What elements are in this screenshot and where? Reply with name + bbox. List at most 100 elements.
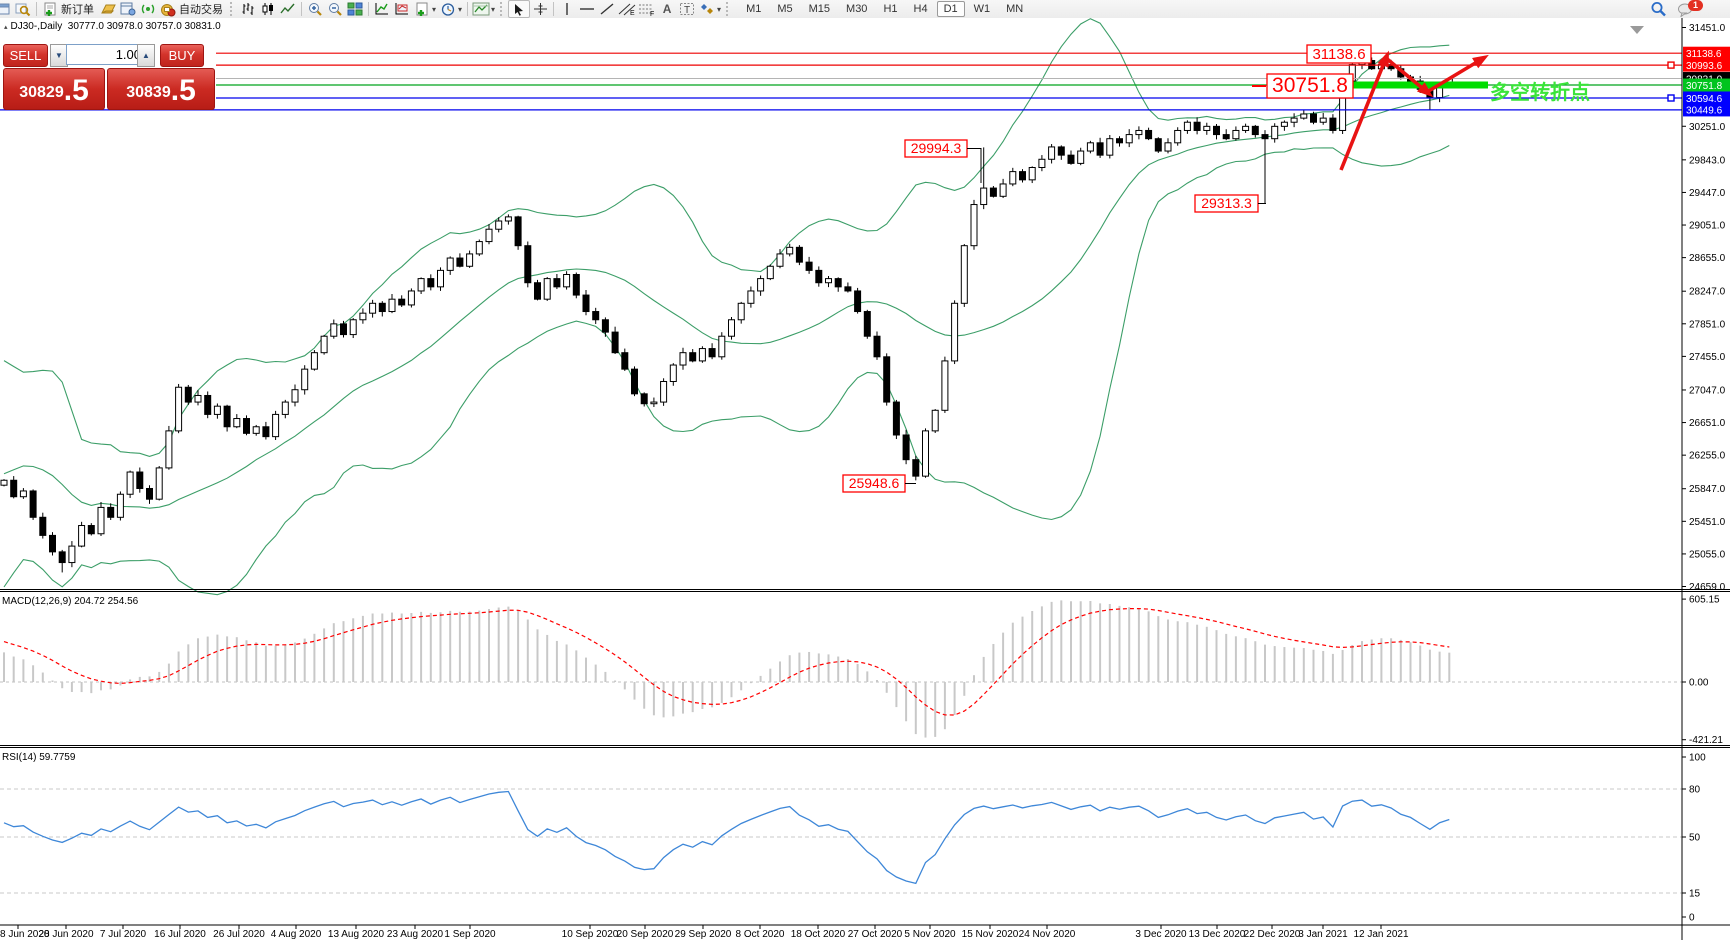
indicators-icon[interactable] xyxy=(372,1,392,17)
text-icon[interactable]: A xyxy=(662,2,672,16)
candle-bull xyxy=(679,352,687,366)
candle-bear xyxy=(223,405,231,428)
axis-tick-label: 30251.0 xyxy=(1689,122,1726,133)
timeframe-mn[interactable]: MN xyxy=(1006,3,1024,15)
zoom-in-icon[interactable] xyxy=(305,1,325,17)
candle-bear xyxy=(1329,117,1337,131)
new-order-label[interactable]: 新订单 xyxy=(61,4,94,16)
price-tag xyxy=(1683,58,1730,72)
macd-signal-line xyxy=(3,607,1450,716)
text-label-icon[interactable]: T xyxy=(677,1,697,17)
notifications-icon[interactable]: 1 xyxy=(1676,0,1703,17)
price-axis[interactable]: 31451.0 30251.0 29843.0 29447.0 29051.0 28655… xyxy=(1682,23,1730,924)
axis-tick-label: 28247.0 xyxy=(1689,287,1726,298)
trend-arrow[interactable] xyxy=(1339,50,1489,171)
turning-point-note[interactable]: 多空转折点 xyxy=(1490,80,1590,104)
price-annotations[interactable]: 31138.6 30751.8 29994.3 29313.3 25948.6 多空转折点 xyxy=(842,44,1590,493)
timeframe-m5[interactable]: M5 xyxy=(777,3,793,15)
arrows-icon[interactable] xyxy=(697,1,717,17)
axis-tick-label: 27047.0 xyxy=(1689,385,1726,396)
periods-caret-icon[interactable]: ▾ xyxy=(458,4,463,14)
new-order-icon[interactable] xyxy=(40,1,60,17)
price-tag xyxy=(1683,103,1730,117)
add-indicator-caret-icon[interactable]: ▾ xyxy=(432,4,437,14)
vertical-line-icon[interactable] xyxy=(557,1,577,17)
bollinger-middle xyxy=(3,94,1450,509)
auto-trading-label[interactable]: 自动交易 xyxy=(179,4,223,16)
candle-bull xyxy=(747,290,755,304)
periods-icon[interactable] xyxy=(438,1,458,17)
bid-price-frac: .5 xyxy=(63,74,89,107)
candle-bear xyxy=(1193,121,1201,131)
trendline-icon[interactable] xyxy=(597,1,617,17)
candle-bull xyxy=(941,360,949,411)
candle-bull xyxy=(466,253,474,267)
candle-bull xyxy=(369,302,377,314)
candle-bear xyxy=(631,368,638,395)
sell-button[interactable]: SELL xyxy=(3,44,48,67)
zoom-out-icon[interactable] xyxy=(325,1,345,17)
add-indicator-icon[interactable] xyxy=(412,1,432,17)
candle-bear xyxy=(1251,125,1259,136)
ask-price-tile[interactable]: 30839.5 xyxy=(107,68,215,110)
search-icon[interactable] xyxy=(1648,1,1668,17)
candle-bear xyxy=(844,286,852,292)
toolbar-separator xyxy=(553,2,555,16)
time-tick-label: 12 Jan 2021 xyxy=(1353,929,1408,940)
timeframe-m30[interactable]: M30 xyxy=(846,3,868,15)
line-chart-icon[interactable] xyxy=(278,1,298,17)
market-watch-icon[interactable] xyxy=(98,1,118,17)
templates-caret-icon[interactable]: ▾ xyxy=(491,4,496,14)
navigator-icon[interactable] xyxy=(138,1,158,17)
candle-bull xyxy=(1086,142,1094,152)
buy-button[interactable]: BUY xyxy=(160,44,204,67)
window-restore-icon[interactable] xyxy=(0,1,13,17)
tile-windows-icon[interactable] xyxy=(345,1,365,17)
horizontal-line-icon[interactable] xyxy=(577,1,597,17)
annotation-text: 29313.3 xyxy=(1201,195,1252,211)
candle-bull xyxy=(1174,129,1182,144)
candle-bull xyxy=(970,204,978,247)
profiles-icon[interactable] xyxy=(13,1,33,17)
trend-arrow-segment xyxy=(1339,50,1389,171)
candle-bull xyxy=(1183,121,1191,131)
candle-bull xyxy=(1135,129,1143,136)
volume-up-button[interactable]: ▲ xyxy=(137,44,155,67)
timeframe-m15[interactable]: M15 xyxy=(808,3,831,15)
templates-icon[interactable] xyxy=(471,1,491,17)
volume-input[interactable] xyxy=(66,44,146,65)
candle-bull xyxy=(194,394,202,403)
chart-shift-marker[interactable] xyxy=(1630,26,1644,34)
indicator-window-icon[interactable] xyxy=(392,1,412,17)
candle-bear xyxy=(398,298,406,306)
candle-bull xyxy=(272,413,280,438)
equidistant-channel-icon[interactable]: E xyxy=(617,1,637,17)
candle-bear xyxy=(204,394,212,415)
crosshair-icon[interactable] xyxy=(530,1,550,17)
arrows-caret-icon[interactable]: ▾ xyxy=(717,4,722,14)
bid-price-tile[interactable]: 30829.5 xyxy=(3,68,105,110)
candle-bull xyxy=(660,380,668,403)
candle-bull xyxy=(669,364,677,382)
timeframe-m1[interactable]: M1 xyxy=(746,3,762,15)
data-window-icon[interactable] xyxy=(118,1,138,17)
candlestick-chart-icon[interactable] xyxy=(258,1,278,17)
chart-canvas[interactable]: 31138.6 30751.8 29994.3 29313.3 25948.6 多空转折点… xyxy=(0,18,1730,940)
timeframe-d1[interactable]: D1 xyxy=(936,1,965,17)
cursor-icon[interactable] xyxy=(508,0,531,18)
timeframe-w1[interactable]: W1 xyxy=(973,3,991,15)
candle-bull xyxy=(19,490,27,498)
timeframe-h1[interactable]: H1 xyxy=(883,3,898,15)
time-tick-label: 7 Jul 2020 xyxy=(100,929,147,940)
rsi-panel xyxy=(0,788,1682,894)
candle-bull xyxy=(330,323,338,337)
axis-tick-label: 26651.0 xyxy=(1689,418,1726,429)
auto-trading-icon[interactable] xyxy=(158,1,178,17)
fibonacci-icon[interactable]: F xyxy=(637,1,657,17)
candle-bear xyxy=(795,246,803,263)
candle-bear xyxy=(534,282,541,300)
collapse-triangle-icon[interactable]: ▴ xyxy=(4,24,8,31)
bar-chart-icon[interactable] xyxy=(238,1,258,17)
timeframe-h4[interactable]: H4 xyxy=(913,3,928,15)
